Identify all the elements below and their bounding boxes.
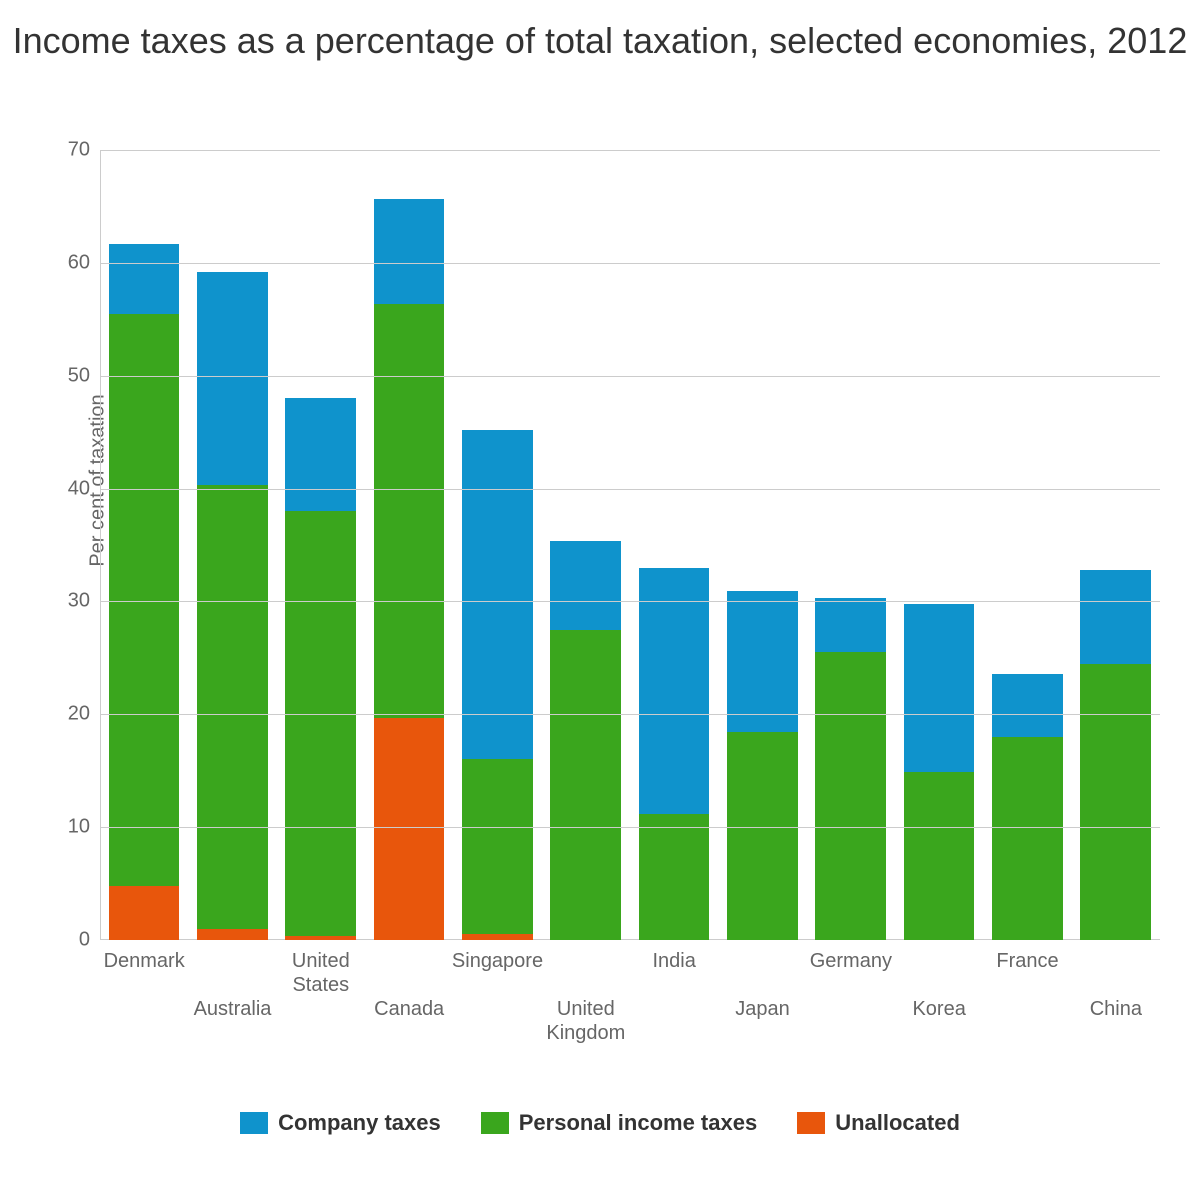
- bar-segment-unallocated: [109, 886, 180, 940]
- legend-swatch: [797, 1112, 825, 1134]
- bar-segment-personal: [727, 732, 798, 940]
- y-tick-label: 20: [68, 703, 90, 726]
- y-tick-label: 50: [68, 364, 90, 387]
- legend: Company taxes Personal income taxes Unallo…: [0, 1110, 1200, 1136]
- y-tick-label: 40: [68, 477, 90, 500]
- bar-segment-personal: [285, 511, 356, 935]
- bar-segment-personal: [815, 652, 886, 940]
- y-tick-label: 60: [68, 251, 90, 274]
- x-tick-label: Australia: [178, 997, 288, 1021]
- bar-slot: [542, 150, 630, 940]
- x-tick-label: Korea: [884, 997, 994, 1021]
- bar-slot: [895, 150, 983, 940]
- bar-segment-unallocated: [462, 934, 533, 940]
- bar-segment-company: [550, 541, 621, 630]
- bar-slot: [365, 150, 453, 940]
- x-tick-label: Singapore: [443, 949, 553, 973]
- x-tick-label: India: [619, 949, 729, 973]
- legend-swatch: [240, 1112, 268, 1134]
- x-tick-label: Denmark: [89, 949, 199, 973]
- x-tick-label: China: [1061, 997, 1171, 1021]
- bar-segment-personal: [109, 314, 180, 886]
- x-tick-label: United Kingdom: [531, 997, 641, 1045]
- bar-slot: [277, 150, 365, 940]
- bar-segment-personal: [904, 772, 975, 940]
- gridline: [100, 714, 1160, 715]
- gridline: [100, 489, 1160, 490]
- bar-segment-unallocated: [285, 936, 356, 941]
- y-tick-label: 70: [68, 139, 90, 162]
- gridline: [100, 601, 1160, 602]
- bar-slot: [718, 150, 806, 940]
- bar-segment-personal: [1080, 664, 1151, 941]
- legend-label: Personal income taxes: [519, 1110, 757, 1136]
- bar-segment-company: [727, 591, 798, 732]
- bar-slot: [983, 150, 1071, 940]
- bar-segment-company: [1080, 570, 1151, 664]
- y-tick-label: 30: [68, 590, 90, 613]
- bar-segment-personal: [197, 485, 268, 929]
- legend-label: Unallocated: [835, 1110, 960, 1136]
- y-tick-label: 10: [68, 816, 90, 839]
- bar-segment-company: [992, 674, 1063, 737]
- bar-segment-personal: [992, 737, 1063, 940]
- gridline: [100, 827, 1160, 828]
- legend-label: Company taxes: [278, 1110, 441, 1136]
- bar-segment-unallocated: [374, 718, 445, 940]
- gridline: [100, 376, 1160, 377]
- x-tick-label: Germany: [796, 949, 906, 973]
- bar-slot: [1072, 150, 1160, 940]
- bars-layer: [100, 150, 1160, 940]
- bar-segment-company: [109, 244, 180, 314]
- bar-slot: [807, 150, 895, 940]
- bar-slot: [188, 150, 276, 940]
- x-tick-label: France: [973, 949, 1083, 973]
- bar-segment-company: [285, 398, 356, 511]
- x-axis-labels: DenmarkAustraliaUnited StatesCanadaSinga…: [100, 945, 1160, 1065]
- bar-slot: [100, 150, 188, 940]
- bar-segment-personal: [374, 304, 445, 718]
- bar-slot: [630, 150, 718, 940]
- bar-slot: [453, 150, 541, 940]
- bar-segment-company: [904, 604, 975, 772]
- legend-item: Company taxes: [240, 1110, 441, 1136]
- bar-segment-company: [639, 568, 710, 814]
- legend-swatch: [481, 1112, 509, 1134]
- legend-item: Personal income taxes: [481, 1110, 757, 1136]
- legend-item: Unallocated: [797, 1110, 960, 1136]
- gridline: [100, 263, 1160, 264]
- chart-container: Income taxes as a percentage of total ta…: [0, 0, 1200, 1200]
- x-tick-label: Japan: [708, 997, 818, 1021]
- gridline: [100, 150, 1160, 151]
- bar-segment-personal: [639, 814, 710, 940]
- bar-segment-company: [462, 430, 533, 760]
- x-tick-label: United States: [266, 949, 376, 997]
- bar-segment-company: [374, 199, 445, 304]
- bar-segment-company: [815, 598, 886, 652]
- bar-segment-unallocated: [197, 929, 268, 940]
- x-tick-label: Canada: [354, 997, 464, 1021]
- bar-segment-company: [197, 272, 268, 485]
- plot-area: 010203040506070: [100, 150, 1160, 940]
- bar-segment-personal: [550, 630, 621, 940]
- bar-segment-personal: [462, 759, 533, 934]
